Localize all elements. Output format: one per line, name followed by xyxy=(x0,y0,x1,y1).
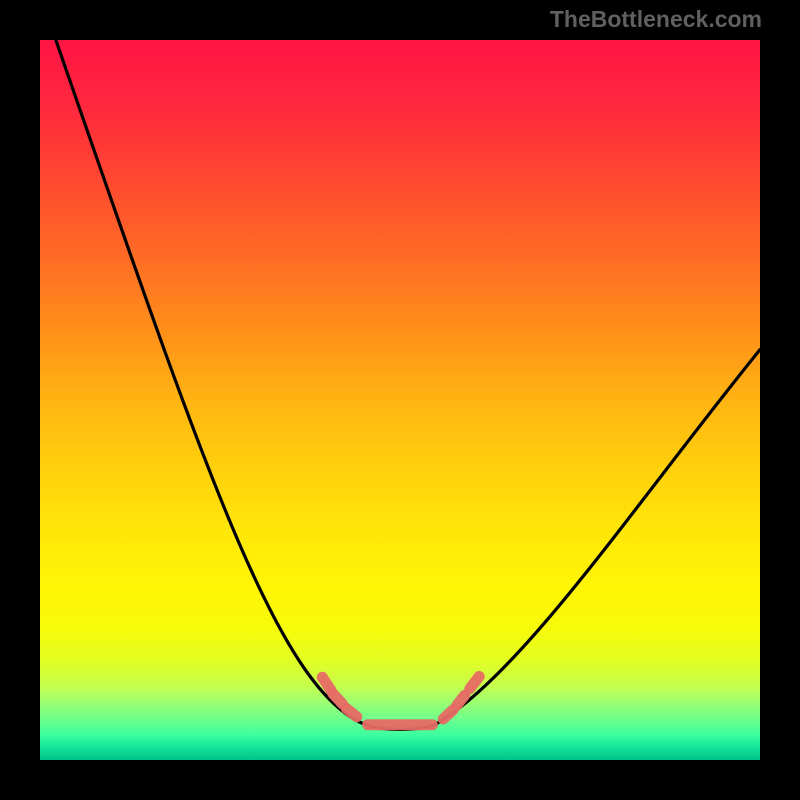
marker-group xyxy=(322,676,479,724)
marker-segment xyxy=(457,695,465,705)
marker-segment xyxy=(470,676,479,688)
marker-segment xyxy=(443,710,453,719)
marker-segment xyxy=(333,694,342,704)
watermark-text: TheBottleneck.com xyxy=(550,6,762,33)
bottleneck-curve xyxy=(56,40,760,729)
plot-area xyxy=(40,40,760,760)
marker-segment xyxy=(322,677,331,690)
marker-segment xyxy=(346,708,357,717)
curve-layer xyxy=(40,40,760,760)
